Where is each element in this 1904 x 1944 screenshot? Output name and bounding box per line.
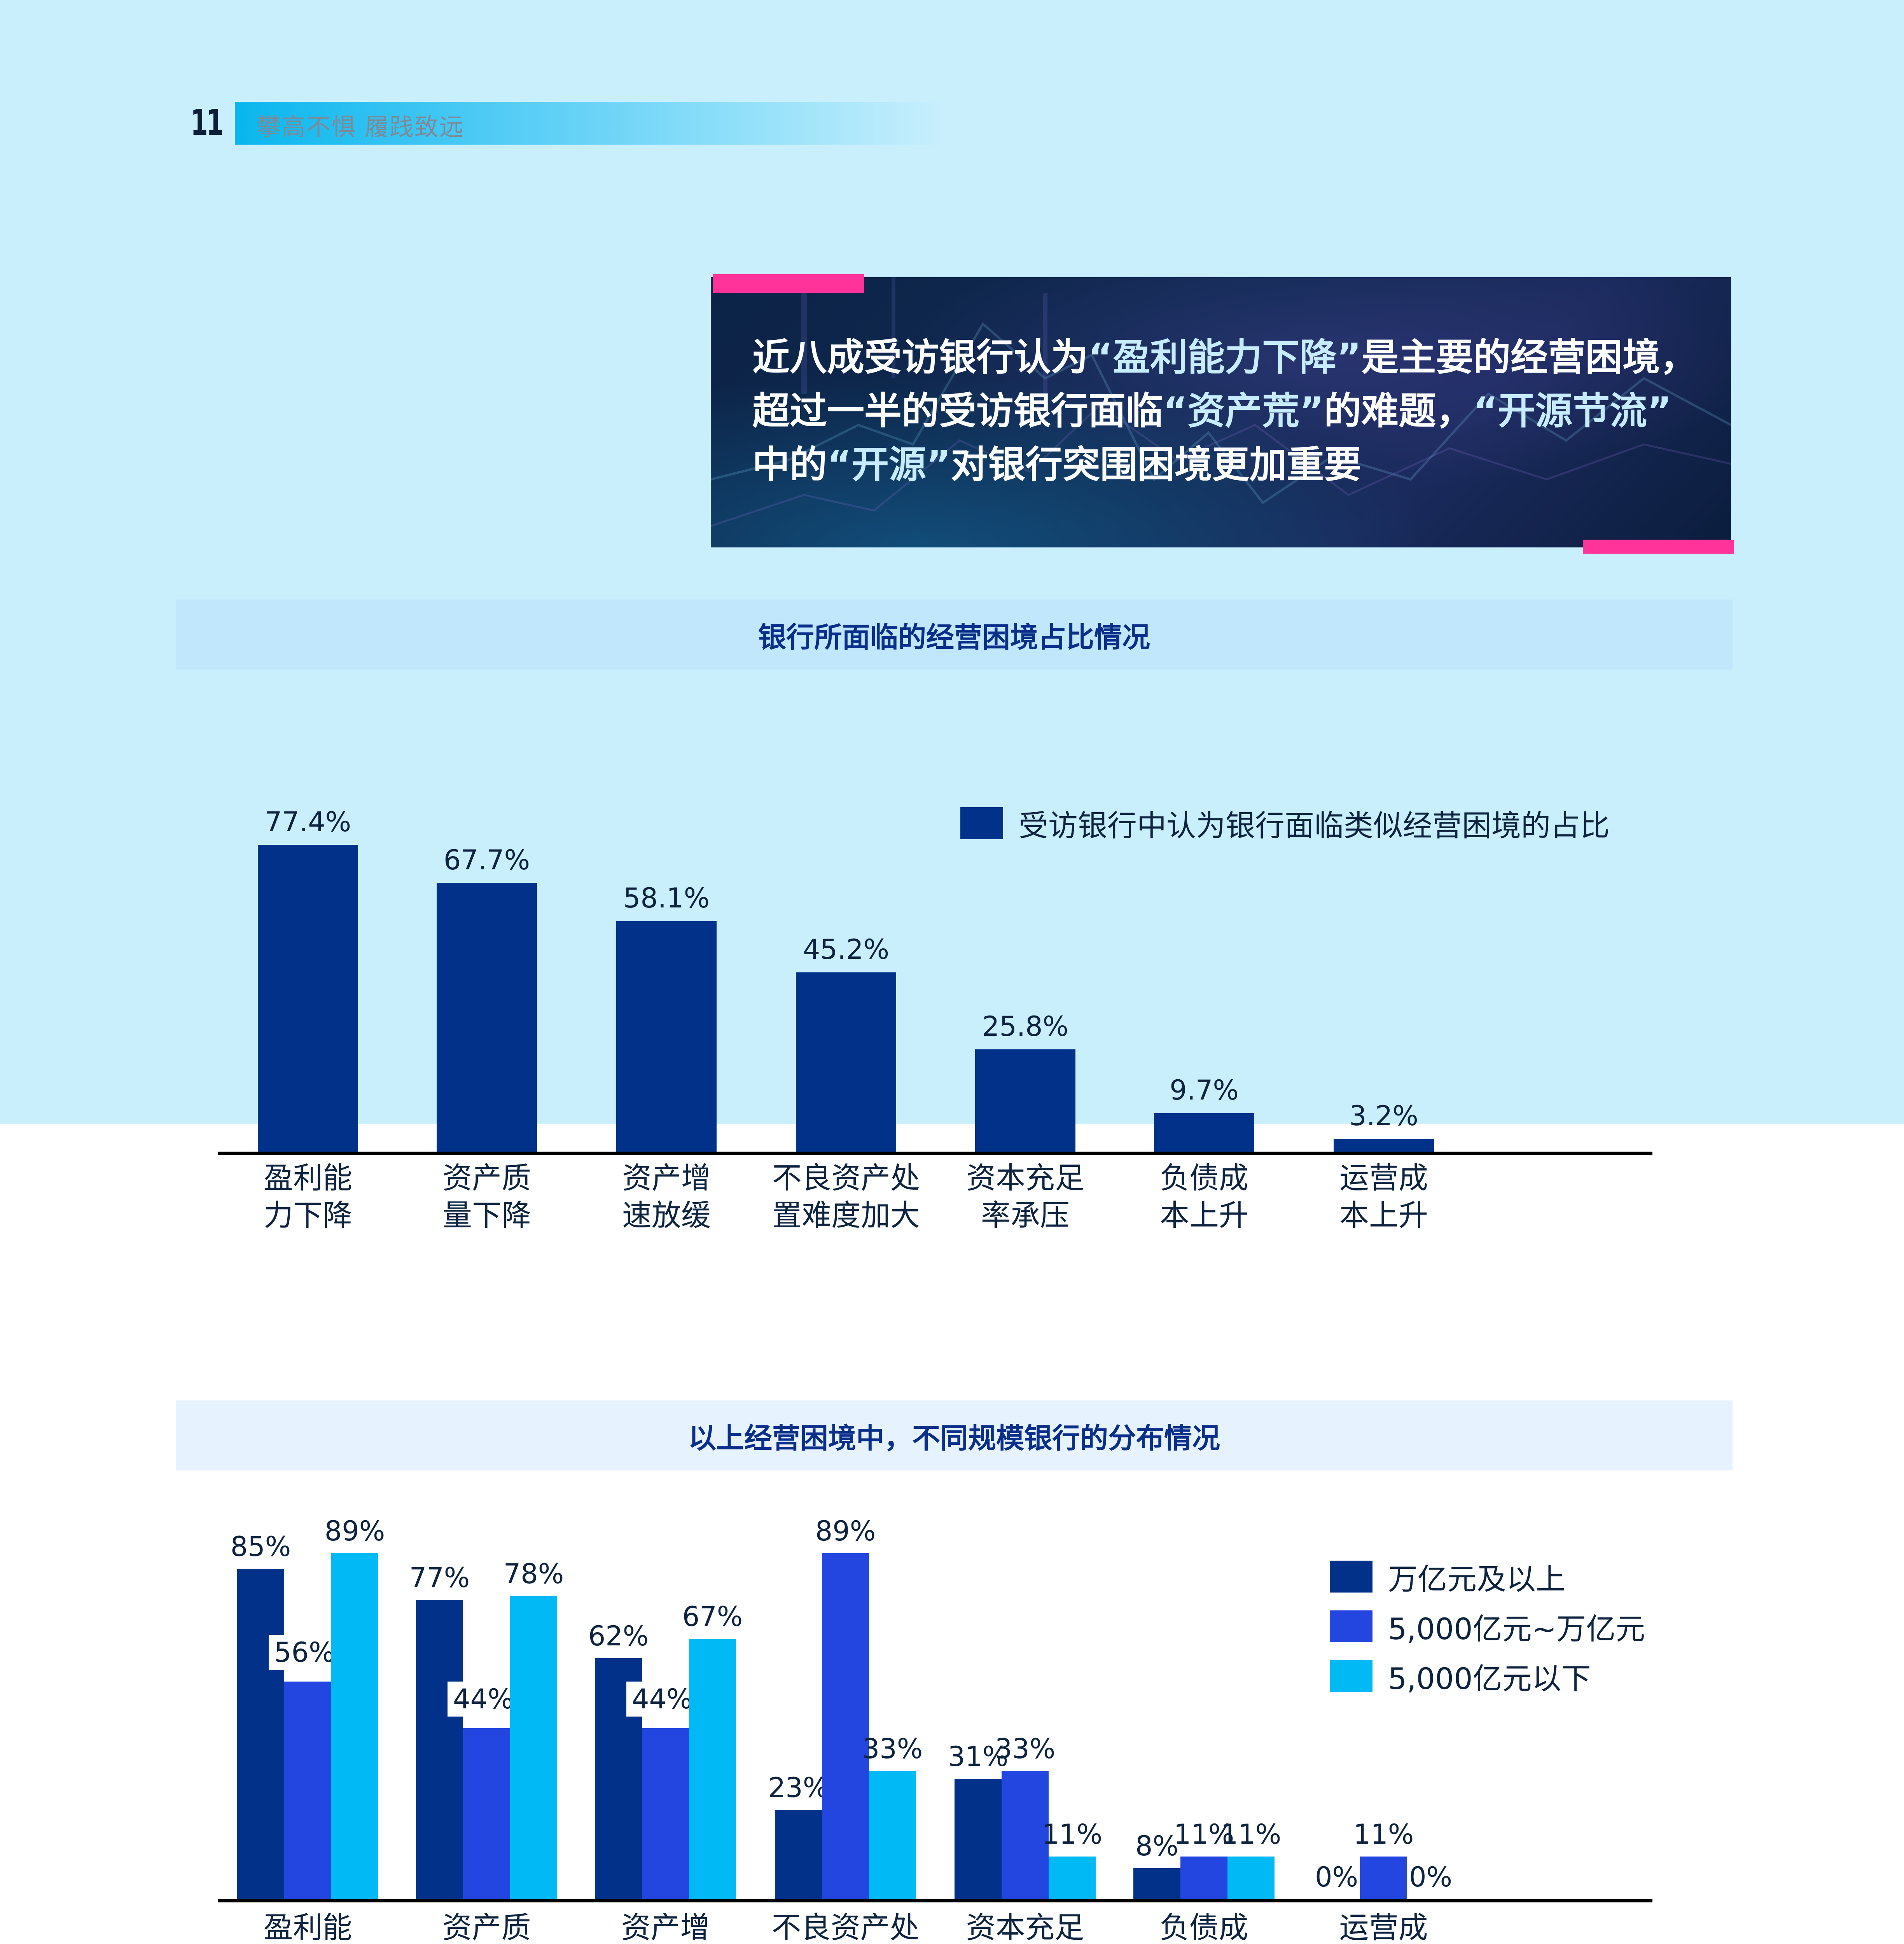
data-label: 78%	[503, 1558, 564, 1590]
bar	[955, 1779, 1002, 1899]
bar	[869, 1771, 916, 1899]
legend-label: 受访银行中认为银行面临类似经营困境的占比	[1019, 808, 1610, 843]
legend-swatch	[1330, 1610, 1372, 1642]
legend-label: 5,000亿元~万亿元	[1388, 1612, 1645, 1646]
bar	[331, 1553, 378, 1899]
accent-bar-top	[713, 274, 864, 293]
bar	[1334, 1139, 1434, 1152]
key-finding-line-1: 近八成受访银行认为“盈利能力下降”是主要的经营困境，	[752, 336, 1698, 379]
data-label: 23%	[768, 1772, 829, 1804]
category-label: 资本充足 率承压	[966, 1161, 1084, 1232]
tagline-band	[235, 102, 946, 145]
bar	[822, 1553, 869, 1899]
data-label: 25.8%	[982, 1010, 1069, 1042]
bar	[284, 1682, 331, 1899]
data-label: 77.4%	[264, 806, 351, 838]
bar	[796, 972, 896, 1152]
bar	[642, 1728, 689, 1899]
data-label: 77%	[409, 1562, 470, 1594]
data-label: 31%	[948, 1741, 1009, 1773]
legend-label: 5,000亿元以下	[1388, 1661, 1591, 1696]
bar	[258, 844, 358, 1152]
bar	[1227, 1857, 1275, 1899]
legend-swatch	[960, 807, 1003, 839]
stock-chart-background-icon	[711, 277, 1731, 527]
bar	[437, 883, 537, 1152]
data-label: 67%	[682, 1601, 743, 1633]
data-label: 8%	[1135, 1830, 1179, 1862]
bar	[775, 1810, 822, 1899]
key-finding-line-3: 中的“开源”对银行突围困境更加重要	[752, 443, 1362, 486]
category-label: 不良资产处 置难度加大	[771, 1910, 920, 1944]
data-label: 44%	[626, 1682, 698, 1717]
data-label: 33%	[995, 1733, 1056, 1765]
legend-label: 万亿元及以上	[1388, 1562, 1565, 1596]
data-label: 3.2%	[1349, 1100, 1418, 1132]
data-label: 67.7%	[443, 844, 530, 876]
bar	[1133, 1868, 1180, 1899]
data-label: 0%	[1409, 1861, 1453, 1893]
category-label: 资本充足 率承压	[966, 1910, 1084, 1944]
data-label: 11%	[1042, 1818, 1103, 1850]
legend-item: 受访银行中认为银行面临类似经营困境的占比	[960, 802, 1610, 844]
data-label: 44%	[448, 1682, 519, 1717]
bar	[510, 1596, 557, 1899]
category-label: 负债成 本上升	[1160, 1161, 1248, 1232]
x-axis	[218, 1152, 1652, 1155]
data-label: 89%	[324, 1515, 385, 1547]
legend-item: 5,000亿元~万亿元	[1330, 1605, 1645, 1648]
data-label: 62%	[588, 1620, 649, 1652]
chart-2-title: 以上经营困境中，不同规模银行的分布情况	[176, 1400, 1733, 1470]
legend-item: 5,000亿元以下	[1330, 1655, 1591, 1698]
data-label: 58.1%	[623, 882, 710, 914]
category-label: 资产质 量下降	[442, 1910, 531, 1944]
category-label: 盈利能 力下降	[264, 1161, 352, 1232]
data-label: 0%	[1315, 1861, 1359, 1893]
bar	[237, 1569, 284, 1899]
key-finding-text: 近八成受访银行认为“盈利能力下降”是主要的经营困境， 超过一半的受访银行面临“资…	[752, 330, 1717, 491]
bar	[689, 1639, 736, 1899]
data-label: 33%	[862, 1733, 923, 1765]
category-label: 运营成 本上升	[1339, 1910, 1428, 1944]
category-label: 资产增 速放缓	[621, 1910, 710, 1944]
data-label: 56%	[269, 1635, 340, 1670]
bar	[1049, 1857, 1096, 1899]
data-label: 89%	[815, 1515, 876, 1547]
bar	[616, 921, 717, 1152]
category-label: 不良资产处 置难度加大	[772, 1161, 920, 1232]
tagline: 攀高不惧 履践致远	[257, 113, 464, 141]
data-label: 45.2%	[803, 933, 890, 965]
chart-1-title: 银行所面临的经营困境占比情况	[176, 600, 1733, 670]
key-finding-line-2: 超过一半的受访银行面临“资产荒”的难题，“开源节流”	[752, 389, 1672, 433]
page-number: 11	[191, 102, 224, 143]
bar	[975, 1049, 1075, 1152]
data-label: 11%	[1220, 1818, 1282, 1850]
bar	[1002, 1771, 1049, 1899]
legend-item: 万亿元及以上	[1330, 1555, 1565, 1598]
category-label: 盈利能 力下降	[263, 1910, 352, 1944]
accent-bar-bottom	[1583, 540, 1734, 554]
legend-swatch	[1330, 1561, 1372, 1593]
category-label: 资产增 速放缓	[622, 1161, 711, 1232]
category-label: 运营成 本上升	[1339, 1161, 1428, 1232]
bar	[463, 1728, 510, 1899]
bar	[1154, 1113, 1254, 1152]
key-finding-banner	[711, 277, 1731, 547]
bar	[1360, 1857, 1407, 1899]
data-label: 85%	[230, 1531, 291, 1563]
x-axis	[218, 1899, 1652, 1902]
bar	[416, 1600, 463, 1899]
bar	[1180, 1857, 1227, 1899]
category-label: 资产质 量下降	[442, 1161, 531, 1232]
data-label: 9.7%	[1170, 1074, 1239, 1107]
category-label: 负债成 本上升	[1159, 1910, 1248, 1944]
legend-swatch	[1330, 1660, 1372, 1692]
data-label: 11%	[1353, 1818, 1414, 1850]
data-label: 11%	[1173, 1818, 1234, 1850]
